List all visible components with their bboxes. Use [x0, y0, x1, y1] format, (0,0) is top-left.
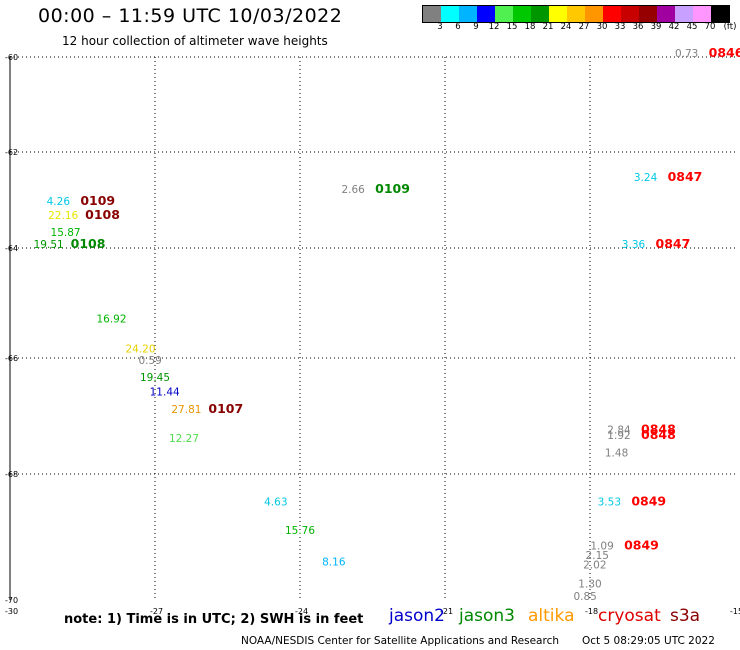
swh-value-label: 2.15 — [586, 550, 609, 562]
swh-value-label: 11.44 — [150, 387, 180, 399]
x-tick-label: -24 — [295, 607, 308, 616]
chart-title: 00:00 – 11:59 UTC 10/03/2022 — [38, 5, 343, 27]
legend-swatch — [567, 6, 585, 22]
swh-value-label: 1.09 — [590, 541, 613, 553]
legend-swatch — [513, 6, 531, 22]
swh-value-label: 0.59 — [138, 355, 161, 367]
legend-swatch — [423, 6, 441, 22]
legend-swatch — [549, 6, 567, 22]
time-label: 0108 — [85, 207, 120, 222]
legend-swatch — [693, 6, 711, 22]
legend-label: 6 — [455, 22, 461, 32]
legend-label: 12 — [488, 22, 500, 32]
swh-value-label: 2.02 — [583, 560, 606, 572]
legend-label: 33 — [614, 22, 626, 32]
legend-swatch — [531, 6, 549, 22]
time-label: 0109 — [80, 193, 115, 208]
legend-label: 30 — [596, 22, 608, 32]
legend-label: 15 — [506, 22, 518, 32]
y-tick-label: -62 — [5, 148, 18, 157]
color-scale-legend — [422, 5, 730, 23]
legend-swatch — [441, 6, 459, 22]
legend-label: 3 — [437, 22, 443, 32]
legend-swatch — [639, 6, 657, 22]
y-tick-label: -60 — [5, 53, 18, 62]
legend-label: 45 — [686, 22, 698, 32]
swh-value-label: 3.53 — [598, 497, 621, 509]
swh-value-label: 2.66 — [341, 184, 365, 196]
legend-label: 24 — [560, 22, 572, 32]
color-scale-labels: 3 6 9 12 15 18 21 24 27 30 33 36 39 42 45 70 (ft) — [422, 22, 740, 34]
legend-swatch — [711, 6, 729, 22]
time-label: 0107 — [208, 401, 243, 416]
x-tick-label: -30 — [5, 607, 18, 616]
time-label: 0849 — [624, 538, 659, 553]
legend-swatch — [495, 6, 513, 22]
legend-label: 39 — [650, 22, 662, 32]
legend-swatch — [621, 6, 639, 22]
time-label: 0848 — [641, 421, 676, 436]
swh-value-label: 1.30 — [578, 578, 601, 590]
y-tick-label: -68 — [5, 470, 18, 479]
swh-value-label: 2.84 — [607, 424, 631, 436]
swh-value-label: 3.36 — [622, 239, 646, 251]
swh-value-label: 27.81 — [171, 404, 201, 416]
legend-label: 21 — [542, 22, 554, 32]
swh-value-label: 15.76 — [285, 525, 315, 537]
footer-credit: NOAA/NESDIS Center for Satellite Applica… — [241, 635, 559, 647]
satellite-label-jason2: jason2 — [389, 606, 445, 626]
legend-label: 36 — [632, 22, 644, 32]
swh-value-label: 16.92 — [96, 313, 126, 325]
footer-timestamp: Oct 5 08:29:05 UTC 2022 — [582, 635, 715, 647]
legend-swatch — [585, 6, 603, 22]
swh-value-label: 19.45 — [140, 372, 170, 384]
footer-note: note: 1) Time is in UTC; 2) SWH is in fe… — [64, 612, 364, 627]
y-tick-label: -64 — [5, 244, 18, 253]
swh-value-label: 1.48 — [605, 448, 628, 460]
time-label: 0109 — [375, 181, 410, 196]
legend-swatch — [603, 6, 621, 22]
legend-label: 18 — [524, 22, 536, 32]
swh-value-label: 0.85 — [573, 591, 596, 603]
time-label: 0847 — [656, 236, 691, 251]
time-label: 0849 — [631, 494, 666, 509]
time-label: 0848 — [641, 427, 676, 442]
x-tick-label: -21 — [440, 607, 453, 616]
swh-value-label: 0.73 — [675, 48, 698, 60]
chart-subtitle: 12 hour collection of altimeter wave hei… — [62, 34, 328, 48]
y-tick-label: -70 — [5, 596, 18, 605]
swh-value-label: 8.16 — [322, 556, 346, 568]
y-tick-label: -66 — [5, 354, 18, 363]
swh-value-label: 19.51 — [34, 239, 64, 251]
legend-swatch — [675, 6, 693, 22]
time-label: 0108 — [71, 236, 106, 251]
legend-label: 42 — [668, 22, 680, 32]
swh-value-label: 3.24 — [634, 172, 658, 184]
time-label: 0847 — [668, 169, 703, 184]
swh-value-label: 15.87 — [51, 227, 81, 239]
x-tick-label: -27 — [150, 607, 163, 616]
x-tick-label: -18 — [585, 607, 598, 616]
swh-value-label: 1.92 — [607, 430, 630, 442]
satellite-label-s3a: s3a — [670, 606, 701, 626]
swh-value-label: 4.26 — [47, 196, 71, 208]
swh-value-label: 24.20 — [125, 344, 155, 356]
legend-label: 27 — [578, 22, 590, 32]
legend-swatch — [477, 6, 495, 22]
satellite-label-altika: altika — [528, 606, 575, 626]
legend-label: 9 — [473, 22, 479, 32]
satellite-label-jason3: jason3 — [459, 606, 515, 626]
legend-swatch — [657, 6, 675, 22]
swh-value-label: 22.16 — [48, 210, 78, 222]
legend-label: 70 — [704, 22, 716, 32]
satellite-label-cryosat: cryosat — [598, 606, 661, 626]
legend-label: (ft) — [723, 22, 737, 32]
swh-value-label: 4.63 — [264, 497, 287, 509]
time-label: 0846 — [709, 45, 740, 60]
swh-value-label: 12.27 — [169, 433, 199, 445]
legend-swatch — [459, 6, 477, 22]
x-tick-label: -15 — [730, 607, 740, 616]
